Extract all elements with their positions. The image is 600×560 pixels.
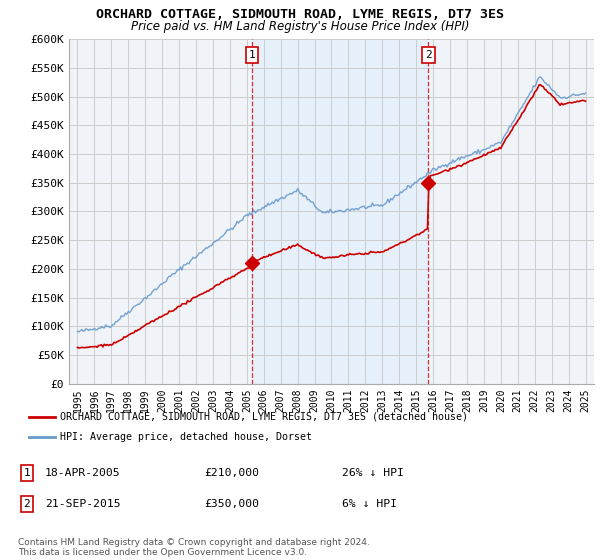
Text: 26% ↓ HPI: 26% ↓ HPI (342, 468, 404, 478)
Text: £210,000: £210,000 (204, 468, 259, 478)
Text: HPI: Average price, detached house, Dorset: HPI: Average price, detached house, Dors… (60, 432, 313, 442)
Text: Contains HM Land Registry data © Crown copyright and database right 2024.
This d: Contains HM Land Registry data © Crown c… (18, 538, 370, 557)
Text: 21-SEP-2015: 21-SEP-2015 (45, 499, 121, 509)
Text: 2: 2 (23, 499, 31, 509)
Text: 6% ↓ HPI: 6% ↓ HPI (342, 499, 397, 509)
Text: £350,000: £350,000 (204, 499, 259, 509)
Text: 1: 1 (248, 50, 255, 60)
Text: 18-APR-2005: 18-APR-2005 (45, 468, 121, 478)
Text: ORCHARD COTTAGE, SIDMOUTH ROAD, LYME REGIS, DT7 3ES: ORCHARD COTTAGE, SIDMOUTH ROAD, LYME REG… (96, 8, 504, 21)
Text: ORCHARD COTTAGE, SIDMOUTH ROAD, LYME REGIS, DT7 3ES (detached house): ORCHARD COTTAGE, SIDMOUTH ROAD, LYME REG… (60, 412, 469, 422)
Text: Price paid vs. HM Land Registry's House Price Index (HPI): Price paid vs. HM Land Registry's House … (131, 20, 469, 33)
Text: 1: 1 (23, 468, 31, 478)
Text: 2: 2 (425, 50, 432, 60)
